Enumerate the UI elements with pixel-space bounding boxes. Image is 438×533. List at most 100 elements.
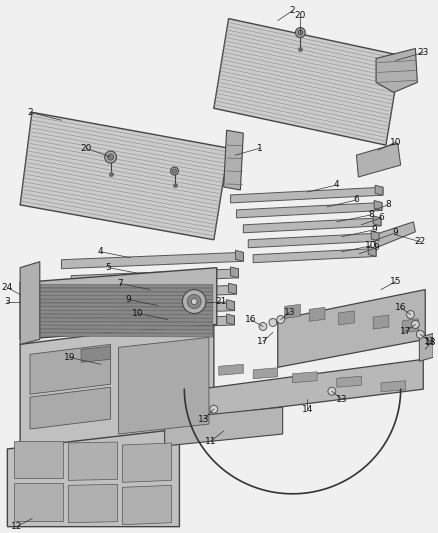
Text: 9: 9: [373, 243, 379, 252]
Text: 4: 4: [98, 247, 103, 256]
Polygon shape: [253, 368, 278, 379]
Text: 15: 15: [390, 277, 402, 286]
Polygon shape: [61, 252, 244, 269]
Polygon shape: [199, 359, 423, 417]
Text: 6: 6: [378, 213, 384, 222]
Text: 18: 18: [425, 338, 437, 347]
Circle shape: [182, 289, 206, 313]
Text: 10: 10: [132, 309, 144, 318]
Polygon shape: [237, 203, 382, 218]
Polygon shape: [293, 372, 317, 383]
Text: 17: 17: [257, 337, 269, 346]
Polygon shape: [244, 218, 381, 233]
Polygon shape: [381, 381, 406, 392]
Circle shape: [269, 319, 277, 326]
Polygon shape: [24, 321, 213, 326]
Polygon shape: [20, 268, 217, 340]
Polygon shape: [24, 292, 213, 295]
Polygon shape: [7, 429, 180, 527]
Circle shape: [187, 295, 201, 309]
Text: 2: 2: [290, 6, 295, 15]
Polygon shape: [374, 200, 382, 211]
Polygon shape: [24, 288, 213, 292]
Polygon shape: [20, 262, 40, 344]
Polygon shape: [24, 295, 213, 299]
Text: 10: 10: [390, 138, 402, 147]
Polygon shape: [118, 337, 209, 434]
Text: 19: 19: [64, 353, 75, 362]
Polygon shape: [230, 267, 238, 278]
Polygon shape: [285, 304, 300, 318]
Polygon shape: [375, 185, 383, 195]
Circle shape: [108, 154, 113, 160]
Polygon shape: [81, 346, 111, 362]
Polygon shape: [309, 308, 325, 321]
Polygon shape: [214, 19, 401, 145]
Text: 20: 20: [295, 11, 306, 20]
Polygon shape: [368, 246, 376, 256]
Polygon shape: [371, 231, 379, 241]
Polygon shape: [229, 283, 237, 294]
Text: 16: 16: [244, 315, 256, 324]
Circle shape: [296, 28, 305, 37]
Text: 5: 5: [106, 263, 112, 272]
Text: 14: 14: [301, 405, 313, 414]
Polygon shape: [24, 284, 213, 288]
Polygon shape: [24, 333, 213, 337]
Polygon shape: [230, 187, 383, 203]
Polygon shape: [248, 233, 379, 248]
Text: 16: 16: [395, 303, 406, 312]
Circle shape: [105, 151, 117, 163]
Text: 23: 23: [417, 48, 429, 57]
Text: 10: 10: [365, 241, 377, 251]
Polygon shape: [373, 216, 381, 226]
Circle shape: [328, 387, 336, 395]
Polygon shape: [24, 314, 213, 318]
Text: 2: 2: [27, 108, 33, 117]
Text: 13: 13: [424, 337, 436, 346]
Text: 21: 21: [215, 297, 226, 306]
Polygon shape: [68, 484, 117, 523]
Text: 17: 17: [400, 327, 411, 336]
Polygon shape: [30, 344, 111, 394]
Text: 24: 24: [2, 283, 13, 292]
Text: 6: 6: [353, 196, 359, 205]
Text: 20: 20: [80, 143, 92, 152]
Polygon shape: [337, 376, 361, 387]
Polygon shape: [71, 269, 238, 285]
Text: 7: 7: [117, 279, 124, 288]
Polygon shape: [24, 306, 213, 311]
Polygon shape: [24, 318, 213, 322]
Polygon shape: [14, 483, 64, 521]
Circle shape: [170, 167, 178, 175]
Text: 9: 9: [393, 228, 399, 237]
Circle shape: [210, 405, 218, 413]
Polygon shape: [236, 251, 244, 261]
Circle shape: [417, 330, 424, 338]
Circle shape: [406, 311, 414, 319]
Circle shape: [277, 316, 285, 324]
Circle shape: [298, 30, 303, 35]
Polygon shape: [403, 319, 418, 333]
Polygon shape: [226, 300, 234, 311]
Polygon shape: [20, 319, 214, 454]
Text: 8: 8: [385, 200, 391, 209]
Polygon shape: [165, 407, 283, 446]
Polygon shape: [253, 248, 376, 263]
Text: 13: 13: [336, 394, 347, 403]
Polygon shape: [24, 325, 213, 329]
Polygon shape: [68, 442, 117, 480]
Text: 12: 12: [11, 522, 22, 531]
Text: 4: 4: [334, 181, 339, 190]
Text: 13: 13: [198, 415, 210, 424]
Polygon shape: [24, 329, 213, 333]
Polygon shape: [357, 143, 401, 177]
Polygon shape: [224, 130, 244, 190]
Polygon shape: [373, 315, 389, 329]
Polygon shape: [79, 285, 237, 301]
Polygon shape: [374, 222, 415, 248]
Polygon shape: [99, 316, 234, 330]
Polygon shape: [20, 112, 229, 240]
Text: 3: 3: [4, 297, 10, 306]
Polygon shape: [122, 486, 172, 524]
